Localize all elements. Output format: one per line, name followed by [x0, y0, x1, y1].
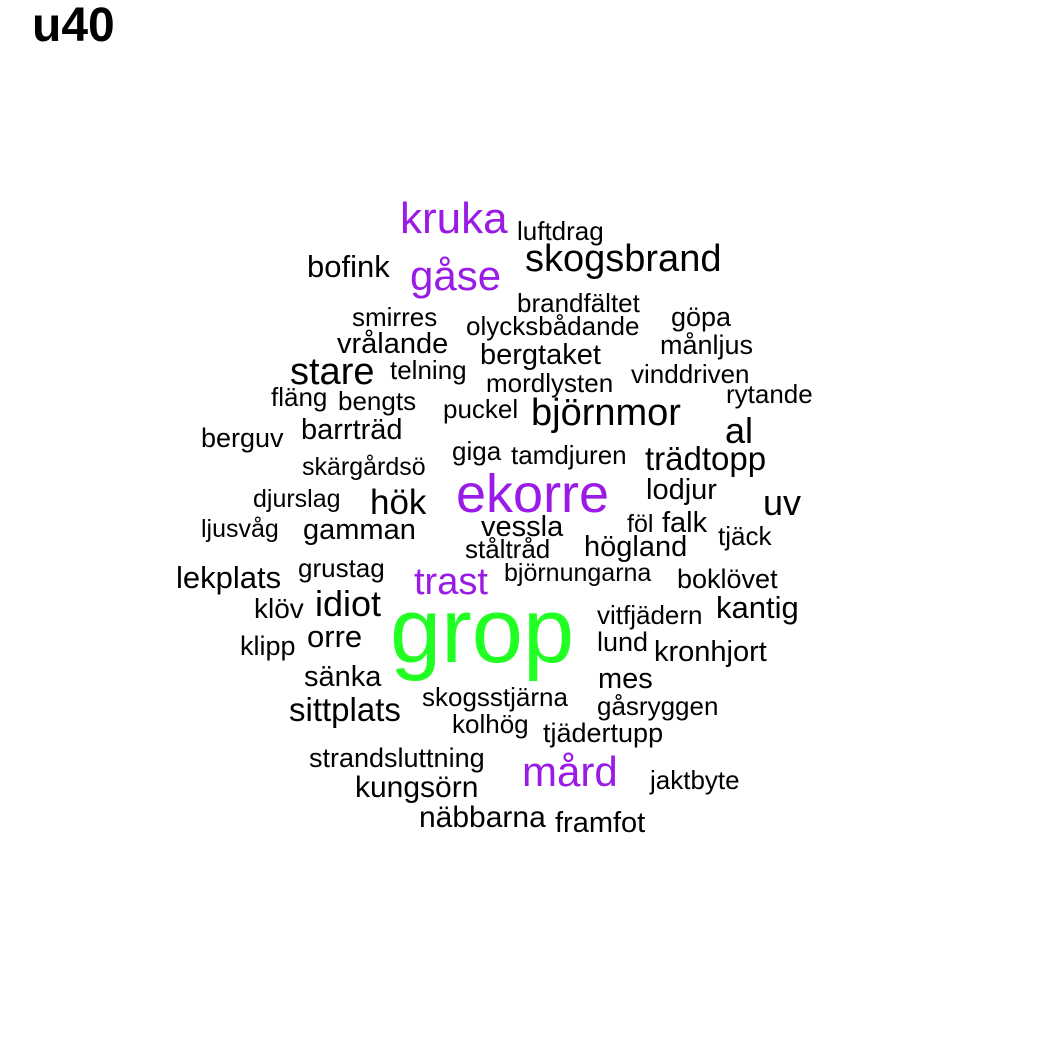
word-skogsbrand: skogsbrand	[525, 238, 722, 280]
word-telning: telning	[390, 355, 467, 385]
word-h-gland: högland	[584, 531, 688, 563]
word-bj-rnungarna: björnungarna	[504, 559, 652, 587]
word-kantig: kantig	[716, 590, 799, 625]
word-kruka: kruka	[400, 194, 508, 243]
word-klipp: klipp	[240, 631, 296, 661]
word-m-rd: mård	[522, 748, 618, 795]
word-vinddriven: vinddriven	[631, 359, 750, 389]
word-tr-dtopp: trädtopp	[645, 440, 767, 477]
word-st-ltr-d: ståltråd	[465, 534, 551, 564]
word-mordlysten: mordlysten	[486, 368, 614, 398]
word-vessla: vessla	[481, 511, 564, 543]
word-bj-rnmor: björnmor	[531, 392, 681, 434]
word-ljusv-g: ljusvåg	[201, 515, 279, 543]
word-al: al	[725, 410, 754, 451]
word-lund: lund	[597, 627, 649, 657]
word-lekplats: lekplats	[176, 560, 282, 595]
word-djurslag: djurslag	[253, 485, 341, 513]
word-berguv: berguv	[201, 423, 284, 453]
word-uv: uv	[763, 482, 802, 523]
word-kungs-rn: kungsörn	[355, 771, 479, 804]
word-kolh-g: kolhög	[452, 709, 529, 739]
word-stare: stare	[290, 351, 375, 393]
word-f-l: föl	[627, 510, 654, 538]
word-kl-v: klöv	[254, 593, 304, 624]
word-brandf-ltet: brandfältet	[517, 288, 640, 318]
word-vitfj-dern: vitfjädern	[597, 600, 703, 630]
word-olycksb-dande: olycksbådande	[466, 311, 640, 341]
word-bokl-vet: boklövet	[677, 564, 778, 594]
word-mes: mes	[598, 663, 653, 695]
word-skogsstj-rna: skogsstjärna	[422, 682, 568, 712]
word-tj-ck: tjäck	[718, 521, 772, 551]
word-fl-ng: fläng	[271, 382, 328, 412]
word-luftdrag: luftdrag	[517, 216, 604, 246]
word-lodjur: lodjur	[646, 474, 717, 506]
word-trast: trast	[414, 561, 488, 603]
word-m-nljus: månljus	[660, 330, 754, 360]
word-falk: falk	[662, 507, 708, 539]
word-g-sryggen: gåsryggen	[597, 691, 719, 721]
word-grustag: grustag	[298, 553, 385, 583]
word-h-k: hök	[370, 483, 427, 522]
word-kronhjort: kronhjort	[654, 636, 767, 668]
word-orre: orre	[307, 619, 363, 654]
word-bengts: bengts	[338, 386, 417, 416]
word-tj-dertupp: tjädertupp	[543, 718, 664, 748]
word-jaktbyte: jaktbyte	[650, 765, 740, 795]
word-sittplats: sittplats	[289, 691, 401, 728]
word-grop: grop	[390, 580, 575, 682]
word-gamman: gamman	[303, 514, 416, 546]
word-barrtr-d: barrträd	[301, 414, 403, 446]
word-strandsluttning: strandsluttning	[309, 743, 485, 773]
word-idiot: idiot	[315, 583, 382, 624]
word-s-nka: sänka	[304, 661, 382, 693]
word-giga: giga	[452, 436, 502, 466]
word-bofink: bofink	[307, 249, 390, 284]
word-smirres: smirres	[352, 302, 438, 332]
word-n-bbarna: näbbarna	[419, 801, 546, 834]
word-puckel: puckel	[443, 394, 519, 424]
word-bergtaket: bergtaket	[480, 339, 601, 371]
word-tamdjuren: tamdjuren	[511, 440, 627, 470]
word-ekorre: ekorre	[456, 464, 610, 524]
word-sk-rg-rds: skärgårdsö	[302, 453, 426, 481]
word-framfot: framfot	[555, 807, 646, 839]
word-g-se: gåse	[410, 252, 502, 299]
word-rytande: rytande	[726, 379, 813, 409]
word-g-pa: göpa	[671, 302, 732, 332]
page-title: u40	[32, 0, 115, 52]
word-vr-lande: vrålande	[337, 328, 449, 360]
